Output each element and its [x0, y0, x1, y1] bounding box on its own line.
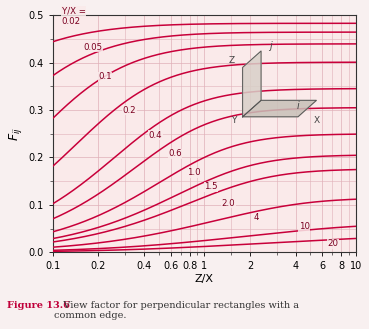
Text: 10: 10 [299, 222, 310, 231]
Text: Y/X =
0.02: Y/X = 0.02 [62, 7, 86, 26]
Y-axis label: $F_{ij}$: $F_{ij}$ [7, 127, 24, 141]
Text: Figure 13.6: Figure 13.6 [7, 301, 70, 310]
Text: 2.0: 2.0 [221, 199, 235, 208]
Text: 20: 20 [328, 240, 338, 248]
Text: Y: Y [231, 116, 236, 125]
Text: X: X [313, 116, 320, 125]
Text: 0.1: 0.1 [98, 72, 112, 81]
Text: 0.6: 0.6 [168, 149, 182, 158]
X-axis label: Z/X: Z/X [195, 274, 214, 284]
Text: 4: 4 [253, 213, 259, 222]
Text: 0.05: 0.05 [83, 43, 103, 52]
Text: Z: Z [228, 56, 235, 65]
Text: 0.4: 0.4 [149, 131, 162, 140]
Text: 1.5: 1.5 [204, 182, 218, 191]
Text: 1.0: 1.0 [187, 168, 201, 177]
Polygon shape [243, 51, 261, 117]
Text: j: j [269, 41, 272, 51]
Polygon shape [243, 100, 316, 117]
Text: View factor for perpendicular rectangles with a
common edge.: View factor for perpendicular rectangles… [54, 301, 299, 320]
Text: 0.2: 0.2 [123, 106, 136, 114]
Text: i: i [297, 101, 299, 111]
